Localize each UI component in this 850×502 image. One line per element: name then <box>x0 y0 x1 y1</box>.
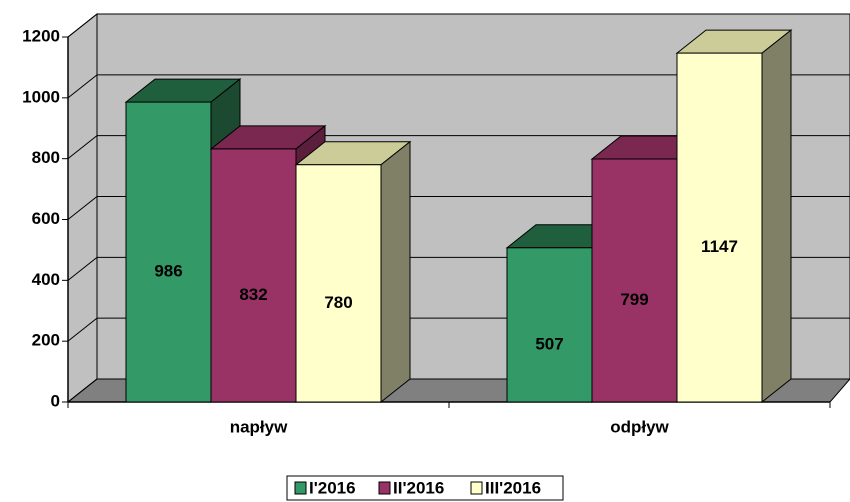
grid-line <box>67 135 850 160</box>
y-tick-label: 800 <box>32 148 60 167</box>
legend-swatch <box>294 481 307 495</box>
legend-label: II'2016 <box>393 478 444 497</box>
bar <box>210 148 297 403</box>
legend-label: I'2016 <box>309 478 356 497</box>
bar-side <box>761 29 792 404</box>
y-tick-label: 400 <box>32 270 60 289</box>
bar <box>295 164 382 403</box>
y-tick-label: 0 <box>51 391 60 410</box>
value-label: 799 <box>620 290 648 309</box>
grid-line <box>67 13 850 38</box>
bar <box>591 158 678 403</box>
value-label: 780 <box>324 293 352 312</box>
y-tick-label: 1000 <box>22 87 60 106</box>
y-tick-label: 200 <box>32 331 60 350</box>
value-label: 832 <box>239 285 267 304</box>
value-label: 1147 <box>701 237 738 256</box>
legend <box>286 475 564 501</box>
x-tick-label: napływ <box>230 417 288 436</box>
value-label: 986 <box>154 262 182 281</box>
grid-line <box>67 74 850 99</box>
bar <box>506 247 593 403</box>
bar <box>676 52 763 403</box>
y-tick-label: 600 <box>32 209 60 228</box>
x-tick-label: odpływ <box>610 417 669 436</box>
legend-swatch <box>470 481 483 495</box>
legend-swatch <box>378 481 391 495</box>
y-tick-label: 1200 <box>22 26 60 45</box>
value-label: 507 <box>535 334 563 353</box>
bar-side <box>380 140 411 404</box>
bar <box>125 101 212 403</box>
legend-label: III'2016 <box>485 478 541 497</box>
